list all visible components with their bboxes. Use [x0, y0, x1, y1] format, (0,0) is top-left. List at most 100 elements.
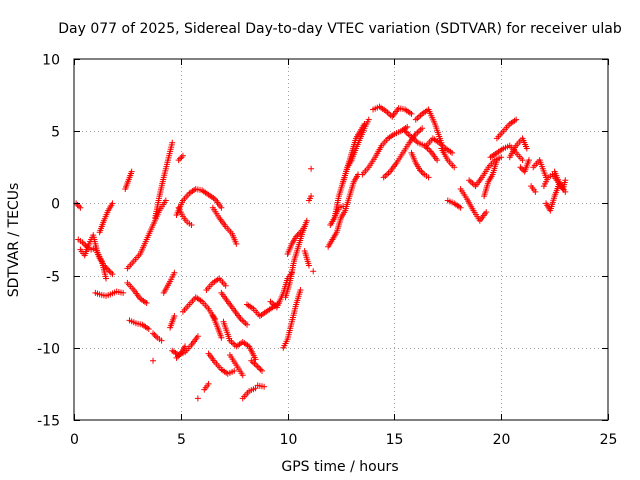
data-track [124, 197, 169, 272]
data-track [175, 152, 186, 164]
data-point [408, 110, 415, 117]
x-tick-label: 5 [177, 432, 186, 448]
x-tick-label: 10 [280, 432, 298, 448]
data-track [150, 357, 157, 364]
data-track [226, 352, 246, 379]
data-point [218, 204, 225, 211]
data-track [444, 197, 464, 211]
data-track [517, 157, 532, 175]
data-point [174, 353, 181, 360]
data-track [408, 149, 432, 181]
x-tick-label: 25 [600, 432, 618, 448]
data-track [203, 275, 229, 294]
data-point [177, 155, 184, 162]
data-point [108, 269, 115, 276]
data-track [359, 123, 411, 178]
data-point [523, 145, 530, 152]
data-point [365, 116, 372, 123]
data-track [220, 318, 259, 363]
y-tick-label: -15 [37, 414, 60, 430]
data-track [92, 288, 127, 299]
data-track [412, 106, 445, 146]
data-track [254, 382, 268, 390]
data-track [194, 395, 201, 402]
y-tick-label: 10 [42, 53, 60, 69]
data-track [423, 135, 456, 156]
data-track [481, 157, 500, 200]
data-point [308, 193, 315, 200]
axis-ticks: 0 5 10 15 20 25 -15 -10 -5 0 5 10 [37, 53, 617, 449]
data-track [493, 116, 520, 142]
data-point [519, 157, 526, 164]
data-track [248, 357, 265, 374]
data-point [145, 326, 152, 333]
data-point [162, 197, 169, 204]
data-point [493, 157, 500, 164]
data-track [173, 185, 225, 218]
y-tick-label: -10 [37, 342, 60, 358]
data-point [483, 209, 490, 216]
data-point [418, 168, 425, 175]
data-point [169, 139, 176, 146]
data-track [73, 200, 84, 211]
y-tick-label: -5 [46, 270, 60, 286]
data-point [305, 262, 312, 269]
data-track [310, 268, 317, 275]
data-track [528, 183, 539, 195]
data-track [340, 116, 372, 185]
data-point [256, 365, 263, 372]
data-points [73, 103, 569, 402]
data-point [417, 167, 424, 174]
data-point [103, 275, 110, 282]
data-point [301, 223, 308, 230]
data-point [261, 383, 268, 390]
x-tick-label: 20 [493, 432, 511, 448]
data-point [244, 321, 251, 328]
data-track [218, 289, 251, 328]
data-point [308, 165, 315, 172]
data-track [239, 385, 259, 402]
data-track [284, 223, 308, 257]
data-track [209, 313, 225, 341]
data-track [152, 139, 176, 221]
data-point [179, 152, 186, 159]
data-point [562, 177, 569, 184]
data-track [506, 135, 530, 161]
data-point [498, 154, 505, 161]
plot-frame [73, 58, 609, 421]
data-track [530, 157, 550, 181]
data-track [150, 330, 165, 344]
data-point [294, 232, 301, 239]
data-point [258, 367, 265, 374]
data-point [182, 343, 189, 350]
data-point [74, 201, 81, 208]
data-point [218, 334, 225, 341]
data-point [109, 271, 116, 278]
data-point [120, 289, 127, 296]
data-point [525, 157, 532, 164]
x-axis-label: GPS time / hours [281, 459, 398, 475]
data-point [143, 300, 150, 307]
data-point [158, 337, 165, 344]
data-point [419, 170, 426, 177]
data-track [173, 343, 189, 361]
data-point [434, 157, 441, 164]
y-tick-label: 0 [51, 197, 60, 213]
data-point [150, 330, 157, 337]
data-track [96, 200, 116, 236]
data-track [167, 313, 178, 331]
data-point [176, 352, 183, 359]
data-point [231, 367, 238, 374]
data-point [404, 123, 411, 130]
data-track [77, 232, 110, 282]
data-point [297, 287, 304, 294]
data-track [438, 145, 458, 171]
data-point [257, 366, 264, 373]
data-point [295, 230, 302, 237]
data-point [517, 164, 524, 171]
data-point [340, 203, 347, 210]
data-track [466, 154, 505, 190]
data-track [280, 287, 304, 351]
data-point [222, 282, 229, 289]
